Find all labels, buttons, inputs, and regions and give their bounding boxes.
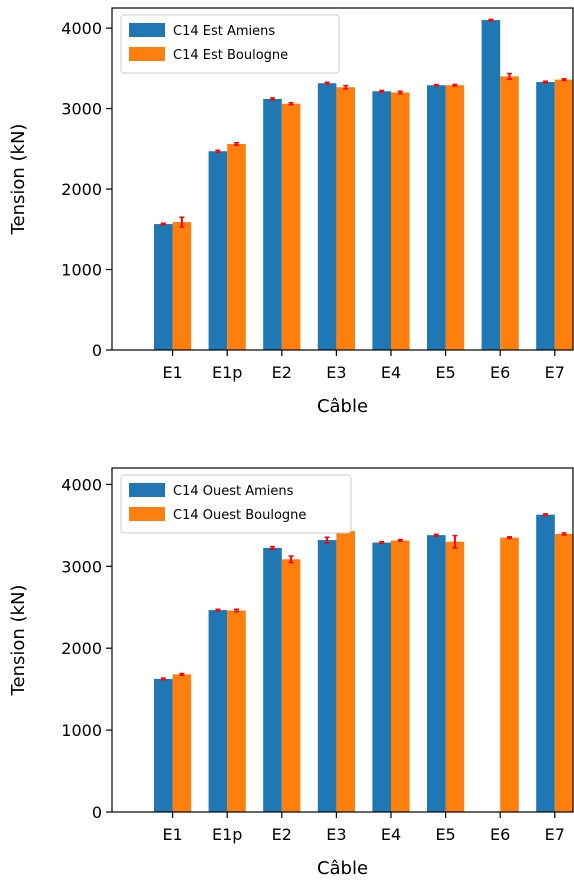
x-tick-label: E3: [326, 363, 346, 382]
x-tick-label: E1: [162, 363, 182, 382]
bar: [172, 222, 192, 350]
y-tick-label: 4000: [61, 19, 102, 38]
x-axis-label: Câble: [317, 396, 368, 417]
x-tick-label: E6: [490, 825, 510, 844]
x-tick-label: E5: [435, 363, 455, 382]
bar: [554, 79, 574, 350]
legend-label: C14 Ouest Boulogne: [173, 508, 306, 523]
bar: [500, 76, 519, 351]
bar: [391, 92, 410, 351]
bar: [336, 87, 355, 351]
bar: [281, 559, 301, 812]
y-tick-label: 2000: [61, 180, 102, 199]
legend-swatch: [129, 23, 165, 37]
legend: C14 Ouest Amiens C14 Ouest Boulogne: [120, 474, 352, 534]
y-tick-label: 2000: [61, 639, 102, 658]
bar: [500, 537, 519, 812]
legend-swatch: [129, 47, 165, 61]
legend-box: [120, 14, 340, 74]
x-tick-label: E1p: [212, 825, 242, 844]
bar: [154, 678, 173, 812]
x-tick-label: E2: [272, 363, 292, 382]
x-tick-label: E7: [545, 363, 565, 382]
bar: [536, 514, 555, 812]
bar: [372, 91, 391, 351]
bar: [263, 98, 282, 350]
legend-box: [120, 474, 352, 534]
bar: [208, 151, 228, 350]
x-ticks-group: E1 E1p E2 E3 E4 E5 E6 E7: [162, 812, 565, 844]
error-bars-group: [160, 18, 567, 228]
bar: [263, 547, 282, 812]
legend: C14 Est Amiens C14 Est Boulogne: [120, 14, 340, 74]
bar: [427, 85, 446, 350]
x-tick-label: E7: [545, 825, 565, 844]
x-tick-label: E6: [490, 363, 510, 382]
y-tick-label: 4000: [61, 475, 102, 494]
x-ticks-group: E1 E1p E2 E3 E4 E5 E6 E7: [162, 350, 565, 382]
legend-label: C14 Est Boulogne: [173, 48, 288, 63]
y-ticks-group: 0 1000 2000 3000 4000: [61, 19, 112, 360]
bars-group: [154, 514, 574, 812]
bar: [445, 541, 465, 812]
bar: [208, 610, 228, 812]
y-tick-label: 3000: [61, 557, 102, 576]
x-axis-label: Câble: [317, 858, 368, 879]
chart-est: 0 1000 2000 3000 4000 E1 E1p E2 E3 E4 E5 E6 E7 Câbl…: [8, 7, 574, 417]
bar: [536, 82, 555, 350]
x-tick-label: E1p: [212, 363, 242, 382]
bar: [172, 674, 192, 812]
y-tick-label: 3000: [61, 100, 102, 119]
legend-swatch: [129, 507, 165, 521]
bar: [481, 20, 501, 351]
bar: [227, 610, 246, 812]
legend-label: C14 Est Amiens: [173, 24, 275, 39]
bar: [391, 540, 410, 812]
y-ticks-group: 0 1000 2000 3000 4000: [61, 475, 112, 822]
bar: [554, 533, 574, 812]
y-tick-label: 1000: [61, 721, 102, 740]
axes-frame: [111, 7, 574, 351]
y-tick-label: 0: [92, 803, 102, 822]
bar: [317, 83, 337, 351]
x-tick-label: E1: [162, 825, 182, 844]
bar: [317, 540, 337, 812]
bar: [227, 143, 246, 350]
bar: [281, 103, 301, 350]
chart-ouest: 0 1000 2000 3000 4000 E1 E1p E2 E3 E4 E5 E6 E7 Câbl…: [8, 467, 574, 879]
bars-group: [154, 20, 574, 351]
legend-label: C14 Ouest Amiens: [173, 484, 294, 499]
x-tick-label: E4: [381, 825, 401, 844]
x-tick-label: E4: [381, 363, 401, 382]
y-tick-label: 0: [92, 341, 102, 360]
y-axis-label: Tension (kN): [8, 124, 29, 236]
x-tick-label: E3: [326, 825, 346, 844]
x-tick-label: E5: [435, 825, 455, 844]
legend-swatch: [129, 483, 165, 497]
plot-frame: [111, 7, 574, 351]
bar: [372, 542, 391, 812]
bar: [427, 535, 446, 812]
y-axis-label: Tension (kN): [8, 585, 29, 697]
x-tick-label: E2: [272, 825, 292, 844]
axes-frame: [111, 467, 574, 813]
y-tick-label: 1000: [61, 261, 102, 280]
plot-frame: [111, 467, 574, 813]
bar: [154, 224, 173, 350]
bar: [445, 85, 465, 350]
bar: [336, 531, 355, 812]
